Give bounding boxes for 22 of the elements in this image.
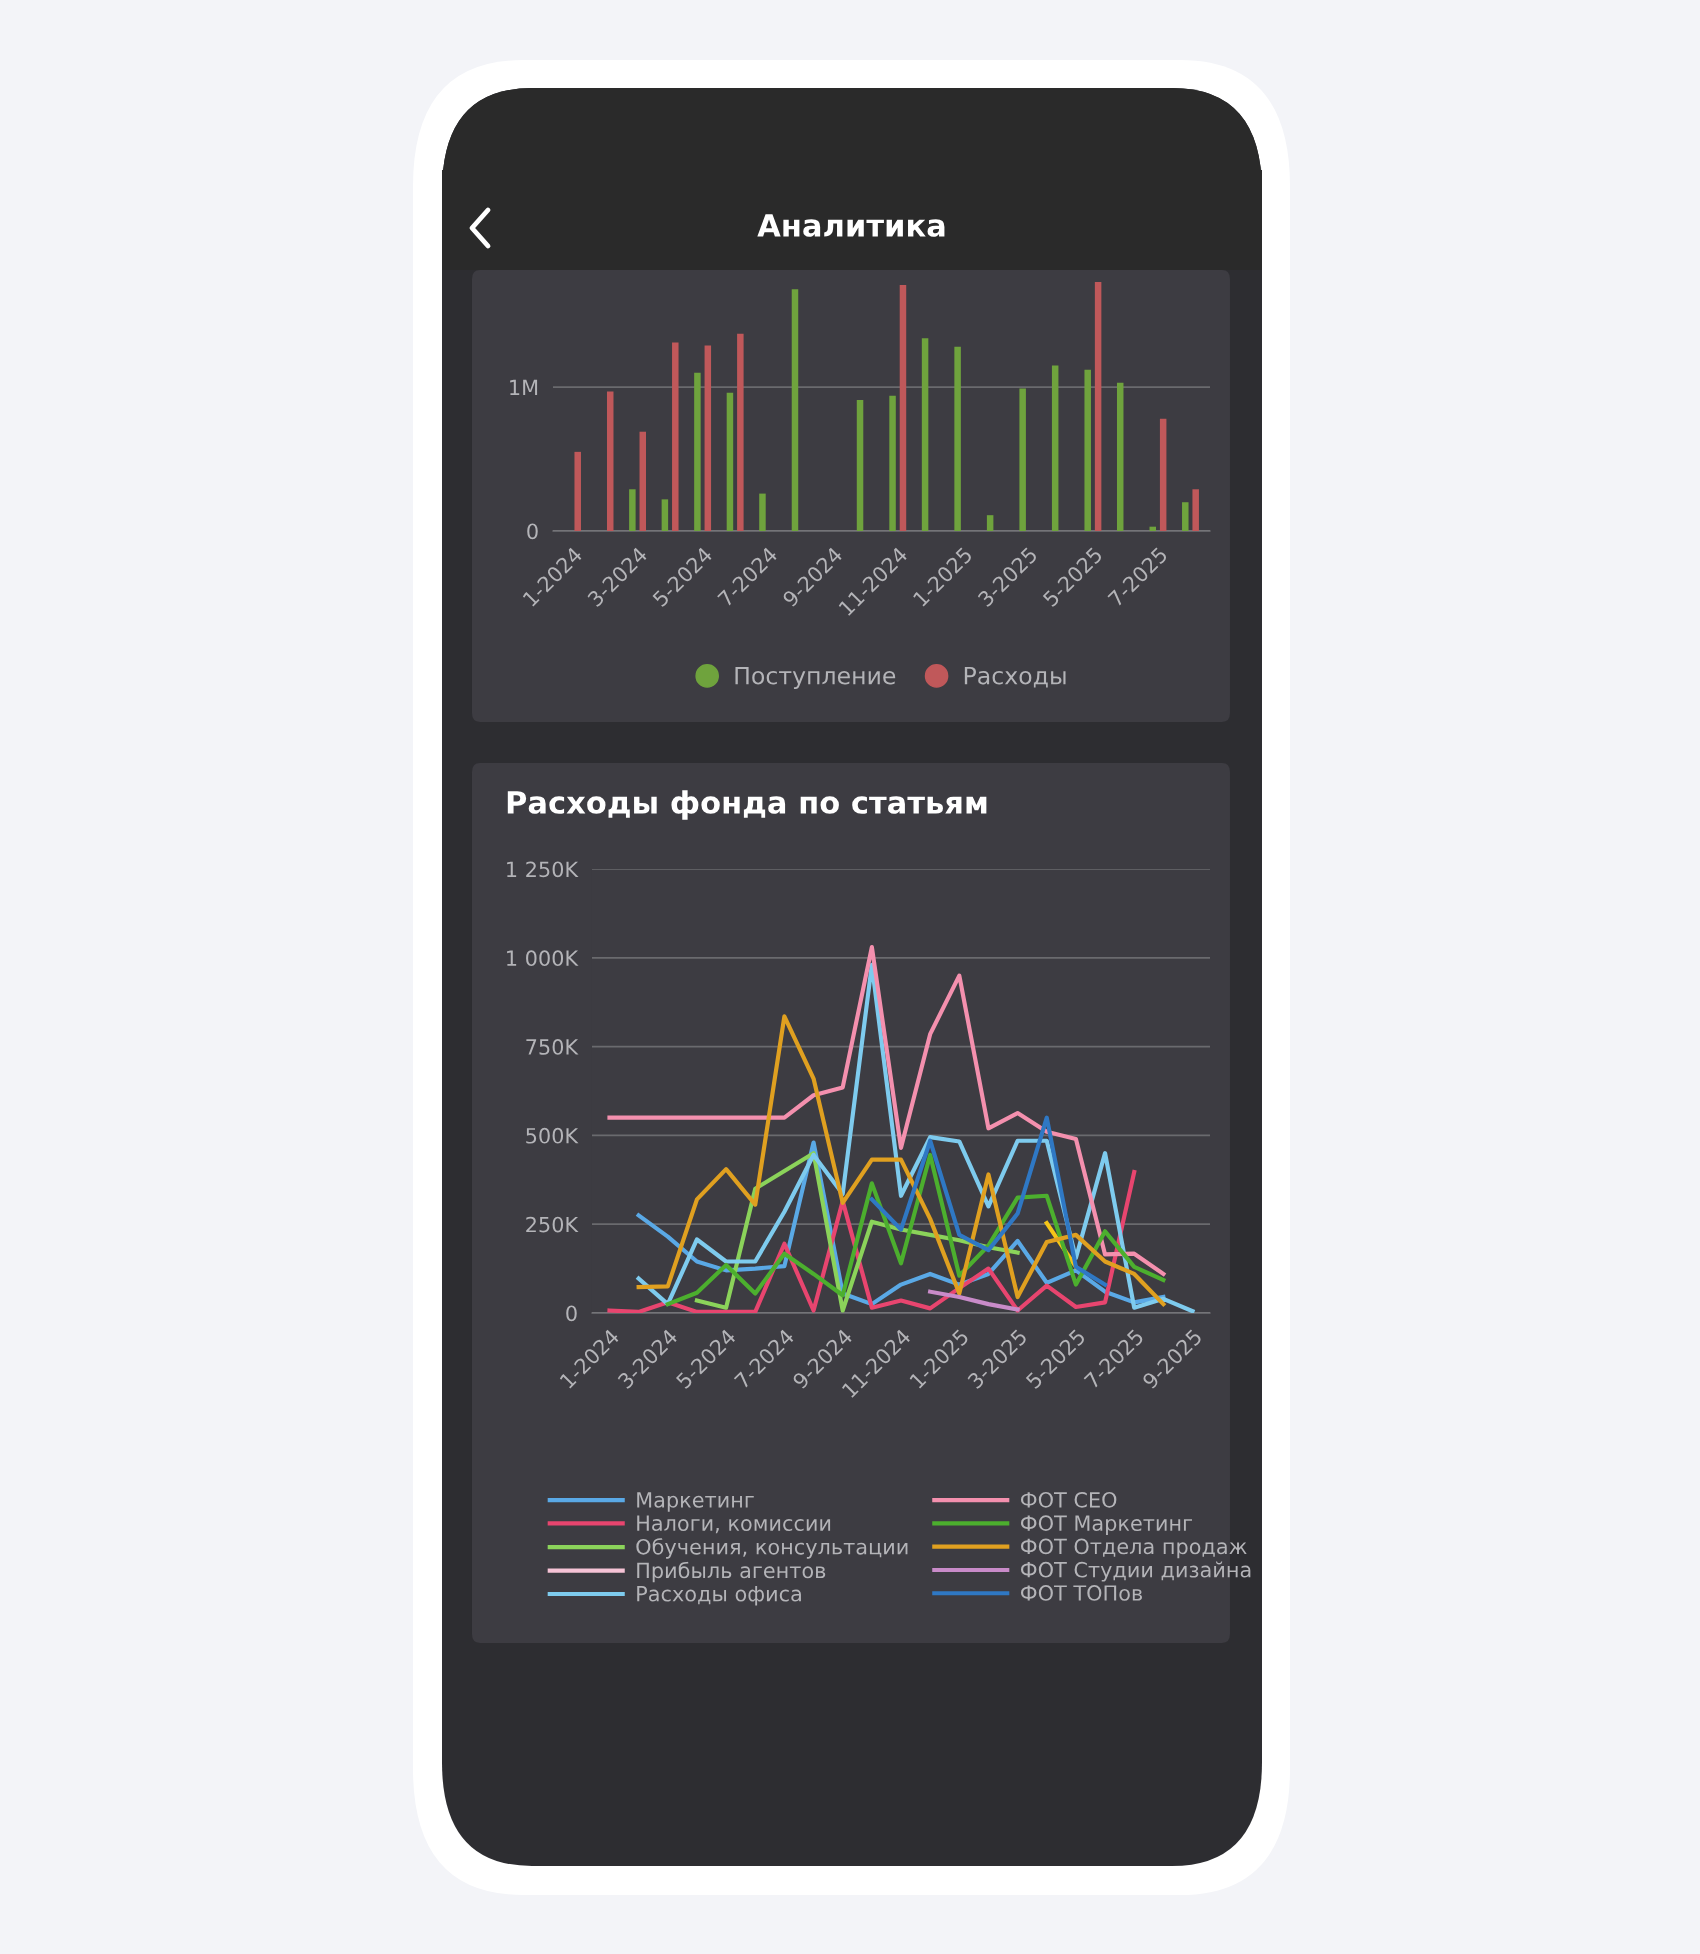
legend-label: ФОТ Маркетинг: [1020, 1515, 1192, 1536]
legend-label: Маркетинг: [637, 1492, 754, 1512]
y-tick-label: 500K: [526, 1127, 579, 1144]
y-tick-label: 1 250K: [507, 861, 579, 878]
legend-label: Налоги, комиссии: [637, 1515, 831, 1534]
legend-label: Расходы офиса: [637, 1586, 801, 1606]
y-tick-label: 750K: [526, 1039, 579, 1055]
legend-label: ФОТ Отдела продаж: [1020, 1538, 1247, 1559]
legend-label: ФОТ Студии дизайна: [1020, 1561, 1251, 1582]
text: Аналитика: [757, 214, 945, 237]
y-tick-label: 1 000K: [507, 950, 579, 967]
chart-title: Расходы фонда по статьям: [507, 790, 987, 820]
legend-label: ФОТ CEO: [1020, 1491, 1117, 1508]
legend-label: Прибыль агентов: [637, 1561, 826, 1583]
y-tick-label: 1M: [510, 379, 538, 396]
y-tick-label: 0: [527, 523, 538, 540]
y-tick-label: 0: [566, 1305, 577, 1322]
legend-label: ФОТ ТОПов: [1020, 1585, 1142, 1601]
legend-label: Поступление: [735, 666, 896, 690]
legend-label: Расходы: [964, 666, 1066, 688]
legend-label: Обучения, консультации: [636, 1538, 908, 1559]
y-tick-label: 250K: [526, 1216, 579, 1233]
